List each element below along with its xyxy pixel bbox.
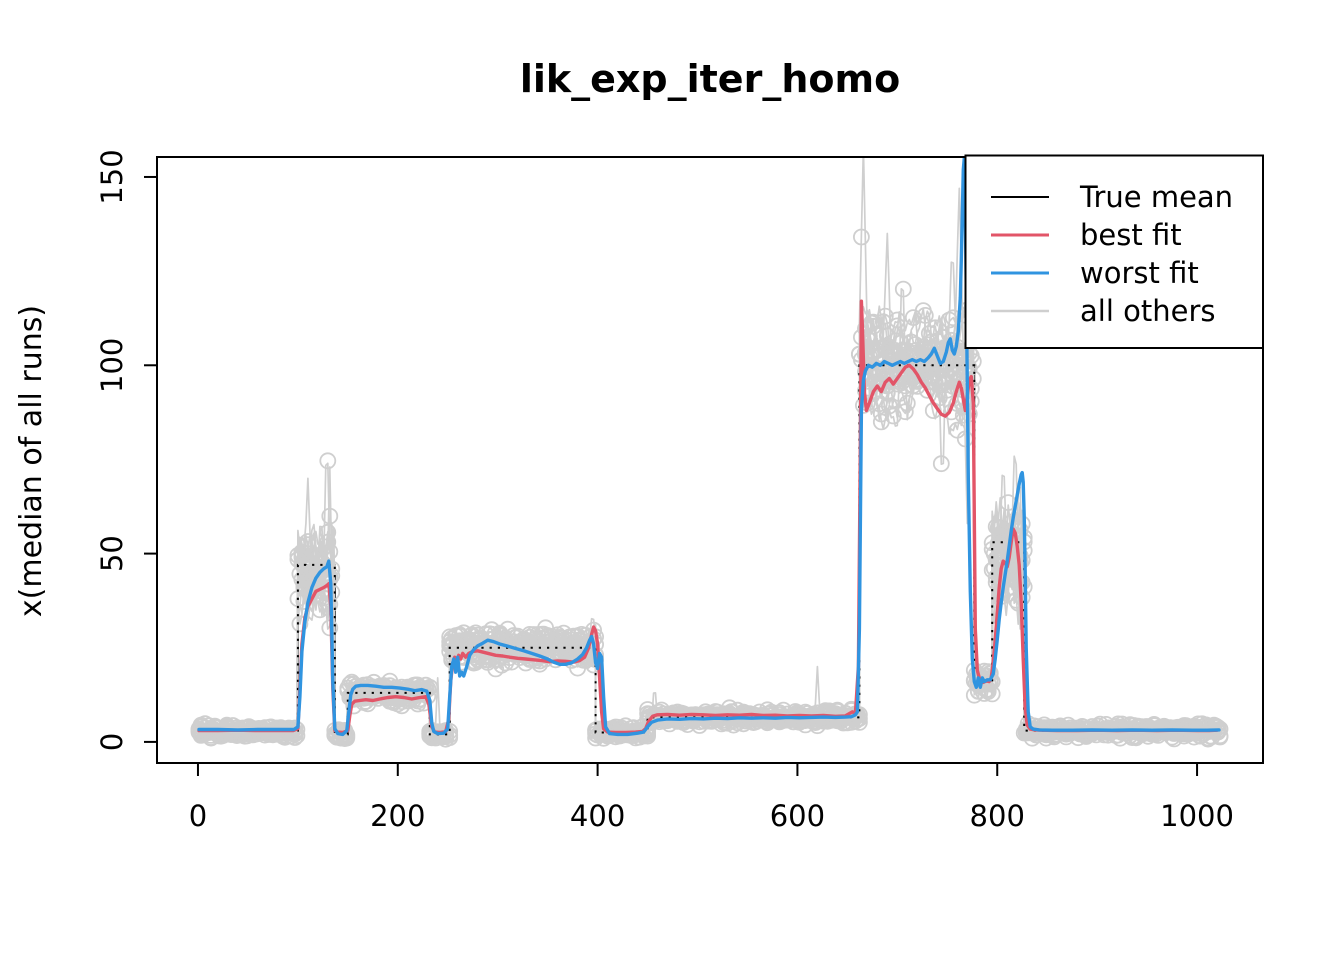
gray-marker-circle	[914, 302, 932, 320]
gray-marker-circle	[565, 627, 582, 645]
gray-marker-circle	[295, 557, 313, 575]
gray-marker-circle	[926, 339, 944, 357]
y-axis-tick-label: 100	[95, 338, 129, 393]
gray-marker-circle	[857, 320, 874, 338]
y-axis-tick-label: 0	[95, 733, 129, 751]
gray-marker-circle	[206, 719, 224, 736]
x-axis-tick-label: 800	[970, 799, 1025, 833]
gray-marker-circle	[321, 507, 339, 525]
gray-marker-circle	[441, 633, 459, 651]
gray-marker-circle	[888, 311, 906, 329]
gray-marker-circle	[291, 615, 309, 633]
gray-marker-circle	[256, 724, 274, 742]
gray-marker-circle	[262, 718, 280, 736]
gray-run-line	[198, 341, 1221, 739]
x-axis-tick-label: 1000	[1160, 799, 1234, 833]
x-axis-tick-label: 400	[570, 799, 625, 833]
gray-marker-circle	[888, 317, 906, 335]
gray-run-line	[198, 287, 1221, 738]
legend-label-true-mean: True mean	[1080, 180, 1234, 214]
gray-run-line	[198, 301, 1221, 738]
gray-marker-circle	[892, 350, 910, 368]
plot-area	[190, 157, 1229, 748]
series-best-fit-line	[197, 299, 1219, 735]
x-axis-tick-label: 600	[770, 799, 825, 833]
series-worst-fit-line	[197, 157, 1221, 737]
gray-marker-circle	[878, 384, 896, 402]
gray-marker-circle	[433, 726, 451, 744]
gray-run-line	[198, 310, 1221, 738]
gray-marker-circle	[906, 336, 924, 353]
gray-marker-circle	[319, 523, 337, 541]
gray-marker-circle	[867, 325, 884, 343]
y-axis-label: x(median of all runs)	[14, 304, 49, 618]
gray-marker-circle	[872, 405, 890, 423]
gray-marker-circle	[884, 407, 902, 425]
gray-marker-circle	[960, 359, 978, 377]
gray-marker-circle	[918, 336, 936, 354]
gray-marker-circle	[487, 660, 505, 678]
legend-label-worst-fit: worst fit	[1080, 256, 1199, 290]
gray-marker-circle	[870, 361, 888, 379]
gray-run-line	[198, 315, 1221, 738]
gray-marker-circle	[403, 686, 421, 704]
legend-box	[964, 154, 1264, 349]
gray-marker-circle	[896, 403, 914, 421]
gray-run-line	[198, 334, 1221, 737]
gray-marker-circle	[1013, 515, 1031, 533]
gray-marker-circle	[997, 533, 1015, 551]
gray-marker-circle	[890, 385, 908, 403]
gray-marker-circle	[853, 228, 870, 246]
gray-marker-circle	[286, 724, 304, 741]
legend-label-best-fit: best fit	[1080, 218, 1182, 252]
gray-marker-circle	[319, 452, 337, 470]
gray-run-line	[199, 349, 1221, 738]
gray-marker-circle	[1033, 725, 1051, 743]
gray-marker-circle	[932, 455, 950, 473]
gray-marker-circle	[319, 533, 337, 551]
gray-marker-circle	[543, 628, 560, 645]
gray-marker-circle	[870, 395, 888, 413]
gray-marker-circle	[926, 319, 944, 337]
gray-marker-circle	[1045, 726, 1063, 744]
x-axis-tick-label: 200	[370, 799, 425, 833]
gray-run-line	[198, 341, 1221, 739]
gray-marker-circle	[507, 628, 525, 646]
gray-marker-circle	[894, 280, 912, 298]
gray-run-line	[198, 305, 1221, 737]
x-axis-tick-label: 0	[189, 799, 207, 833]
gray-marker-circle	[831, 711, 848, 729]
gray-marker-circle	[815, 712, 832, 729]
gray-marker-circle	[983, 534, 1001, 552]
gray-marker-circle	[930, 369, 948, 387]
gray-marker-circle	[551, 629, 568, 646]
gray-marker-circle	[876, 307, 894, 325]
chart-title: lik_exp_iter_homo	[519, 57, 901, 101]
y-axis-tick-label: 150	[95, 149, 129, 204]
legend-label-all-others: all others	[1080, 294, 1216, 328]
gray-marker-circle	[359, 687, 377, 705]
gray-marker-circle	[194, 724, 212, 741]
plot-border	[156, 156, 1264, 764]
y-axis-tick-label: 50	[95, 535, 129, 572]
gray-marker-circle	[940, 311, 958, 329]
series-true-mean-dotted	[199, 364, 1221, 736]
gray-marker-circle	[878, 327, 896, 345]
gray-marker-circle	[535, 630, 553, 648]
gray-marker-circle	[932, 353, 950, 371]
gray-marker-circle	[299, 533, 317, 550]
gray-marker-circle	[262, 724, 280, 742]
gray-marker-circle	[321, 543, 339, 561]
